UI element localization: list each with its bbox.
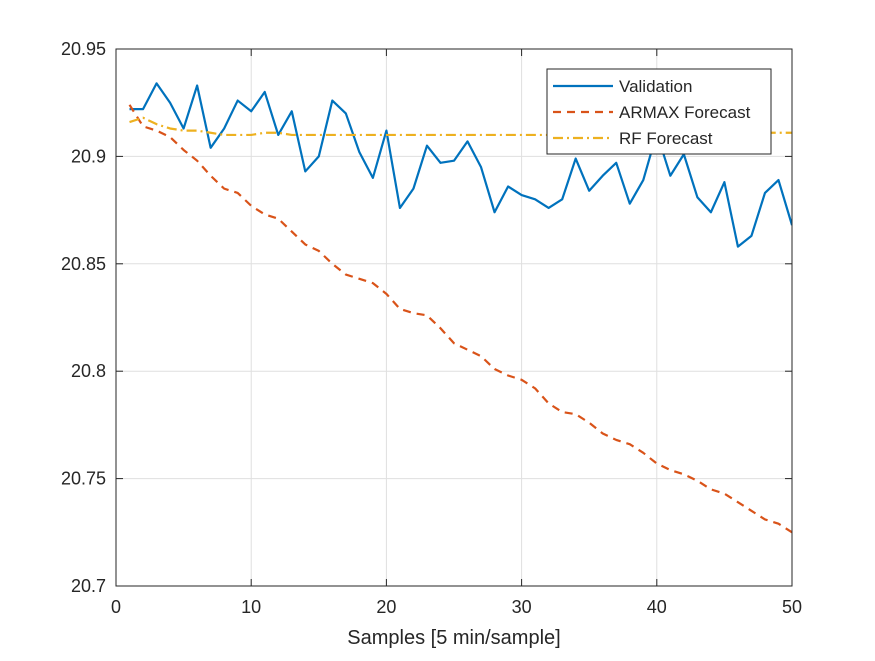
y-tick-label: 20.85 [61, 254, 106, 274]
legend: Validation ARMAX Forecast RF Forecast [546, 68, 772, 155]
axis-ticks: 0 10 20 30 40 50 20.7 20.75 20.8 20.85 20.9 20.95 [61, 39, 802, 617]
axes-box [115, 48, 793, 587]
x-tick-label: 50 [782, 597, 802, 617]
y-tick-label: 20.7 [71, 576, 106, 596]
legend-label: RF Forecast [619, 129, 713, 148]
legend-label: Validation [619, 77, 692, 96]
x-tick-label: 20 [376, 597, 396, 617]
x-tick-label: 30 [512, 597, 532, 617]
y-tick-label: 20.95 [61, 39, 106, 59]
x-tick-label: 0 [111, 597, 121, 617]
series-line-validation [129, 82, 792, 248]
x-tick-label: 40 [647, 597, 667, 617]
x-tick-label: 10 [241, 597, 261, 617]
y-tick-label: 20.8 [71, 361, 106, 381]
legend-label: ARMAX Forecast [619, 103, 751, 122]
y-tick-label: 20.9 [71, 146, 106, 166]
y-tick-label: 20.75 [61, 469, 106, 489]
x-axis-label: Samples [5 min/sample] [347, 627, 560, 649]
series-line-armax-forecast [128, 104, 792, 534]
